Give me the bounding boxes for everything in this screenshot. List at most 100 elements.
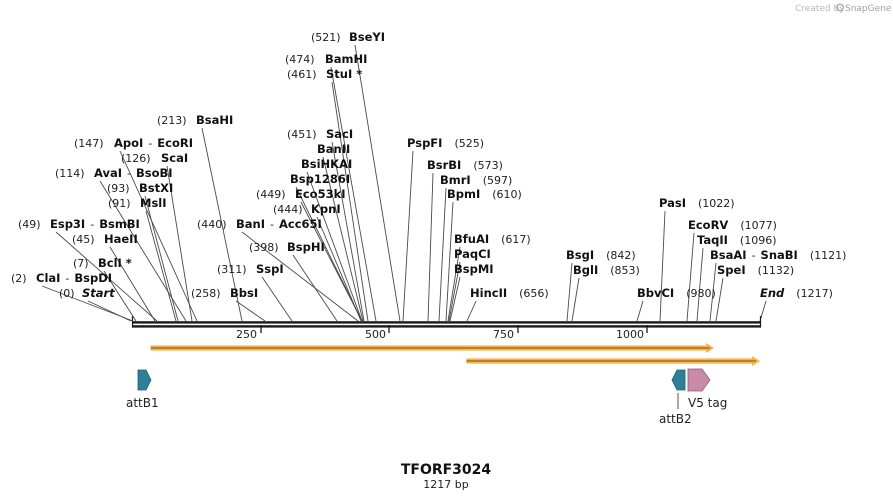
leader-line [447,246,461,322]
site-label[interactable]: BmrI (597) [440,173,512,187]
site-label[interactable]: (451) SacI [287,127,353,141]
site-separator: - [148,137,152,150]
site-label[interactable]: SpeI (1132) [717,263,794,277]
site-label[interactable]: (444) KpnI [273,202,341,216]
site-name: Start [82,286,115,300]
site-label[interactable]: BfuAI (617) [454,232,531,246]
site-name: BglI [573,263,598,277]
leader-line [261,276,293,322]
sequence-backbone [131,316,762,328]
site-label[interactable]: EcoRV (1077) [688,218,777,232]
site-label[interactable]: End (1217) [760,286,833,300]
site-position: (525) [454,137,484,150]
leader-line [201,127,243,322]
site-leader-lines [41,44,767,322]
site-label[interactable]: BglI (853) [573,263,640,277]
site-name: ClaI [36,271,60,285]
site-label[interactable]: TaqII (1096) [697,233,777,247]
leader-line [438,187,447,322]
v5-tag-arrow-icon[interactable] [687,368,711,392]
site-label[interactable]: (398) BspHI [249,240,325,254]
site-name: PasI [659,196,686,210]
site-label[interactable]: (258) BbsI [191,286,258,300]
feature-label-v5-tag: V5 tag [688,396,727,410]
site-name: BclI * [98,256,132,270]
site-label[interactable]: BpmI (610) [447,187,522,201]
leader-line [696,247,704,322]
site-label[interactable]: BspMI [454,262,494,276]
feature-v5-tag[interactable]: V5 tag [687,368,727,410]
site-position: (853) [610,264,640,277]
site-label[interactable]: PspFI (525) [407,136,484,150]
map-title: TFORF3024 [401,462,492,478]
leader-line [448,261,461,322]
site-position: (617) [501,233,531,246]
site-label[interactable]: (126) ScaI [121,151,188,165]
site-position: (2) [11,272,27,285]
site-name: BsaAI [710,248,747,262]
site-label[interactable]: BsiHKAI [301,157,352,171]
site-label[interactable]: Bsp1286I [290,172,350,186]
attb1-arrow-icon[interactable] [137,369,152,391]
leader-line [402,150,414,322]
map-length: 1217 bp [423,478,468,491]
site-name: BsmBI [99,217,140,231]
site-label[interactable]: (474) BamHI [285,52,367,66]
site-position: (573) [473,159,503,172]
site-position: (7) [73,257,89,270]
site-name: StuI * [326,67,362,81]
site-label[interactable]: BbvCI (980) [637,286,716,300]
leader-line [145,210,177,322]
site-label[interactable]: (7) BclI * [73,256,132,270]
site-label[interactable]: (449) Eco53kI [256,187,346,201]
feature-attB2[interactable]: attB2 [659,369,692,426]
site-position: (398) [249,241,279,254]
site-name: BspDI [74,271,112,285]
site-position: (1022) [698,197,735,210]
attb2-arrow-icon[interactable] [671,369,686,391]
site-name: BmrI [440,173,471,187]
site-label[interactable]: (114) AvaI - BsoBI [55,166,173,180]
site-separator: - [90,218,94,231]
site-label[interactable]: (311) SspI [217,262,284,276]
leader-line [99,180,187,322]
site-name: BspMI [454,262,494,276]
leader-line [241,231,359,322]
site-label[interactable]: PaqCI [454,247,491,261]
site-label[interactable]: (45) HaeII [72,232,138,246]
site-label[interactable]: BsgI (842) [566,248,636,262]
site-name: BsiHKAI [301,157,352,171]
site-name: HincII [470,286,507,300]
site-labels: (0) Start(2) ClaI - BspDI(7) BclI *(45) HaeII(… [11,30,846,300]
site-position: (451) [287,128,317,141]
site-label[interactable]: (2) ClaI - BspDI [11,271,112,285]
site-position: (444) [273,203,303,216]
site-label[interactable]: (93) BstXI [107,181,173,195]
site-position: (213) [157,114,187,127]
leader-line [55,231,158,322]
site-label[interactable]: (49) Esp3I - BsmBI [18,217,140,231]
leader-line [41,285,134,322]
site-position: (597) [483,174,513,187]
site-label[interactable]: (213) BsaHI [157,113,233,127]
site-label[interactable]: BsaAI - SnaBI (1121) [710,248,846,262]
site-label[interactable]: BsrBI (573) [427,158,503,172]
site-label[interactable]: HincII (656) [470,286,549,300]
site-label[interactable]: (461) StuI * [287,67,362,81]
site-label[interactable]: (0) Start [59,286,115,300]
feature-attB1[interactable]: attB1 [126,369,159,410]
site-name: ApoI [114,136,143,150]
site-name: SacI [326,127,353,141]
site-label[interactable]: (91) MslI [108,196,167,210]
site-position: (440) [197,218,227,231]
site-name: PaqCI [454,247,491,261]
leader-line [686,232,695,322]
site-label[interactable]: (147) ApoI - EcoRI [74,136,193,150]
leader-line [235,300,266,322]
site-label[interactable]: (440) BanI - Acc65I [197,217,322,231]
site-label[interactable]: PasI (1022) [659,196,735,210]
site-label[interactable]: BanII [317,142,350,156]
site-label[interactable]: (521) BseYI [311,30,385,44]
site-position: (49) [18,218,41,231]
site-name: BanI [236,217,265,231]
